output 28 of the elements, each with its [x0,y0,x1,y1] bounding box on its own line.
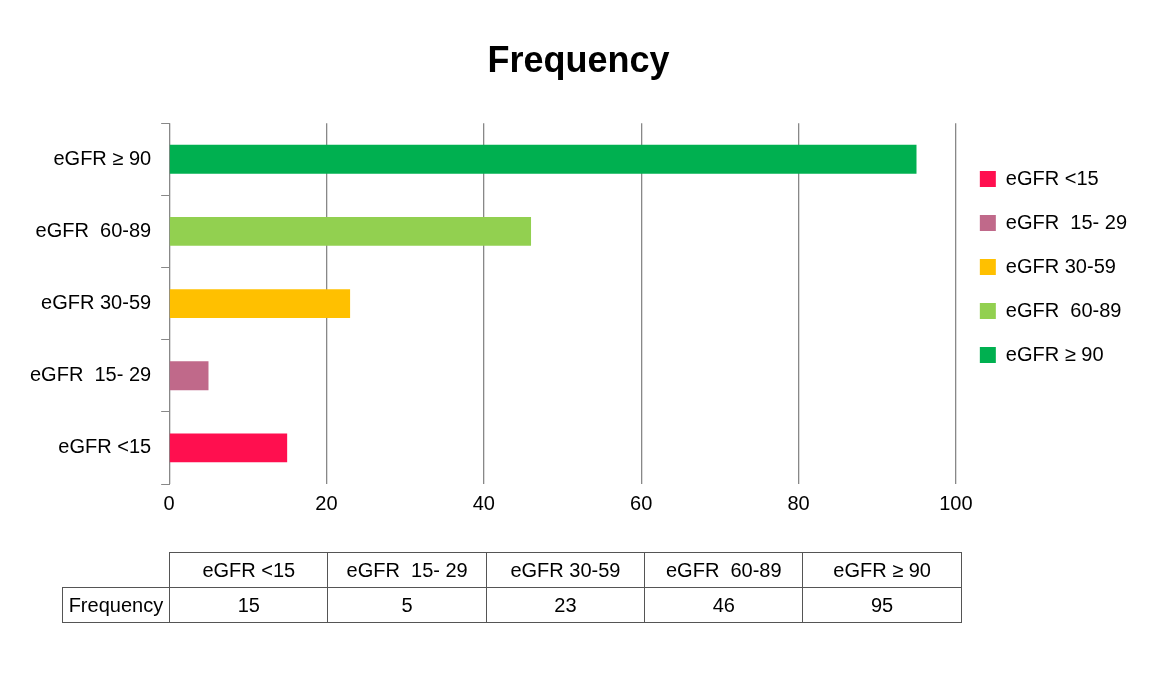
x-tick-label: 80 [787,491,810,514]
text: eGFR 15- 29 [346,558,468,581]
text: 5 [327,587,487,623]
x-tick-label: 0 [163,491,175,514]
text: eGFR 30-59 [510,558,621,581]
legend-label: eGFR 30-59 [1005,254,1116,277]
text: 15 [169,587,328,623]
chart-title: Frequency [487,38,670,80]
y-tick-label: eGFR 30-59 [41,291,152,314]
x-tick-label: 100 [939,491,973,514]
legend-label: eGFR <15 [1005,166,1099,189]
text: eGFR <15 [202,558,296,581]
text: Frequency [62,587,170,623]
text: 23 [486,587,645,623]
text: eGFR 60-89 [666,558,782,581]
text: 46 [644,587,803,623]
legend-label: eGFR 15- 29 [1005,210,1128,233]
x-tick-label: 40 [472,491,495,514]
y-tick-label: eGFR ≥ 90 [53,146,152,169]
legend-label: eGFR ≥ 90 [1005,342,1104,365]
y-tick-label: eGFR <15 [58,435,152,458]
x-tick-label: 20 [315,491,338,514]
y-tick-label: eGFR 60-89 [35,218,152,241]
legend-label: eGFR 60-89 [1005,298,1122,321]
y-tick-label: eGFR 15- 29 [29,363,152,386]
text: eGFR ≥ 90 [833,558,931,581]
x-tick-label: 60 [630,491,653,514]
text: 95 [802,587,962,623]
